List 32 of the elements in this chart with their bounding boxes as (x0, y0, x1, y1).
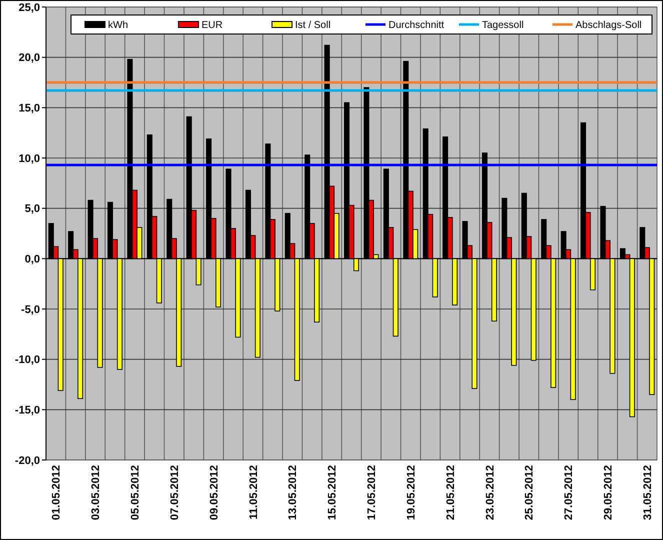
x-tick-label: 01.05.2012 (50, 465, 63, 520)
y-tick-label: -10,0 (14, 354, 40, 366)
x-tick-label: 31.05.2012 (642, 465, 654, 520)
x-tick-label: 17.05.2012 (366, 465, 378, 520)
x-tick-label: 05.05.2012 (130, 465, 142, 520)
legend-label: Abschlags-Soll (576, 20, 642, 31)
x-tick-label: 13.05.2012 (287, 465, 300, 520)
x-tick-label: 21.05.2012 (444, 465, 457, 520)
x-tick-label: 25.05.2012 (524, 465, 536, 520)
y-tick-label: 15,0 (18, 102, 40, 115)
y-tick-label: 10,0 (18, 152, 40, 165)
y-tick-label: 5,0 (24, 203, 40, 216)
x-tick-label: 09.05.2012 (208, 465, 220, 520)
legend-label: Durchschnitt (388, 20, 444, 31)
y-tick-label: 20,0 (18, 52, 40, 64)
x-tick-label: 11.05.2012 (248, 465, 260, 520)
x-tick-label: 27.05.2012 (563, 465, 576, 520)
legend-label: Tagessoll (482, 20, 524, 31)
y-tick-label: 25,0 (18, 2, 40, 14)
y-tick-label: -15,0 (14, 404, 40, 417)
x-tick-label: 19.05.2012 (405, 465, 418, 520)
legend-label: kWh (108, 20, 128, 31)
x-tick-label: 23.05.2012 (484, 465, 496, 520)
legend-label: EUR (202, 20, 223, 31)
y-tick-label: 0,0 (24, 254, 40, 266)
y-tick-label: -5,0 (21, 304, 40, 316)
x-tick-label: 15.05.2012 (326, 465, 339, 520)
x-tick-label: 07.05.2012 (168, 465, 181, 520)
y-tick-label: -20,0 (14, 454, 40, 467)
legend-label: Ist / Soll (295, 20, 331, 31)
x-tick-label: 03.05.2012 (90, 465, 102, 520)
x-tick-label: 29.05.2012 (602, 465, 615, 520)
